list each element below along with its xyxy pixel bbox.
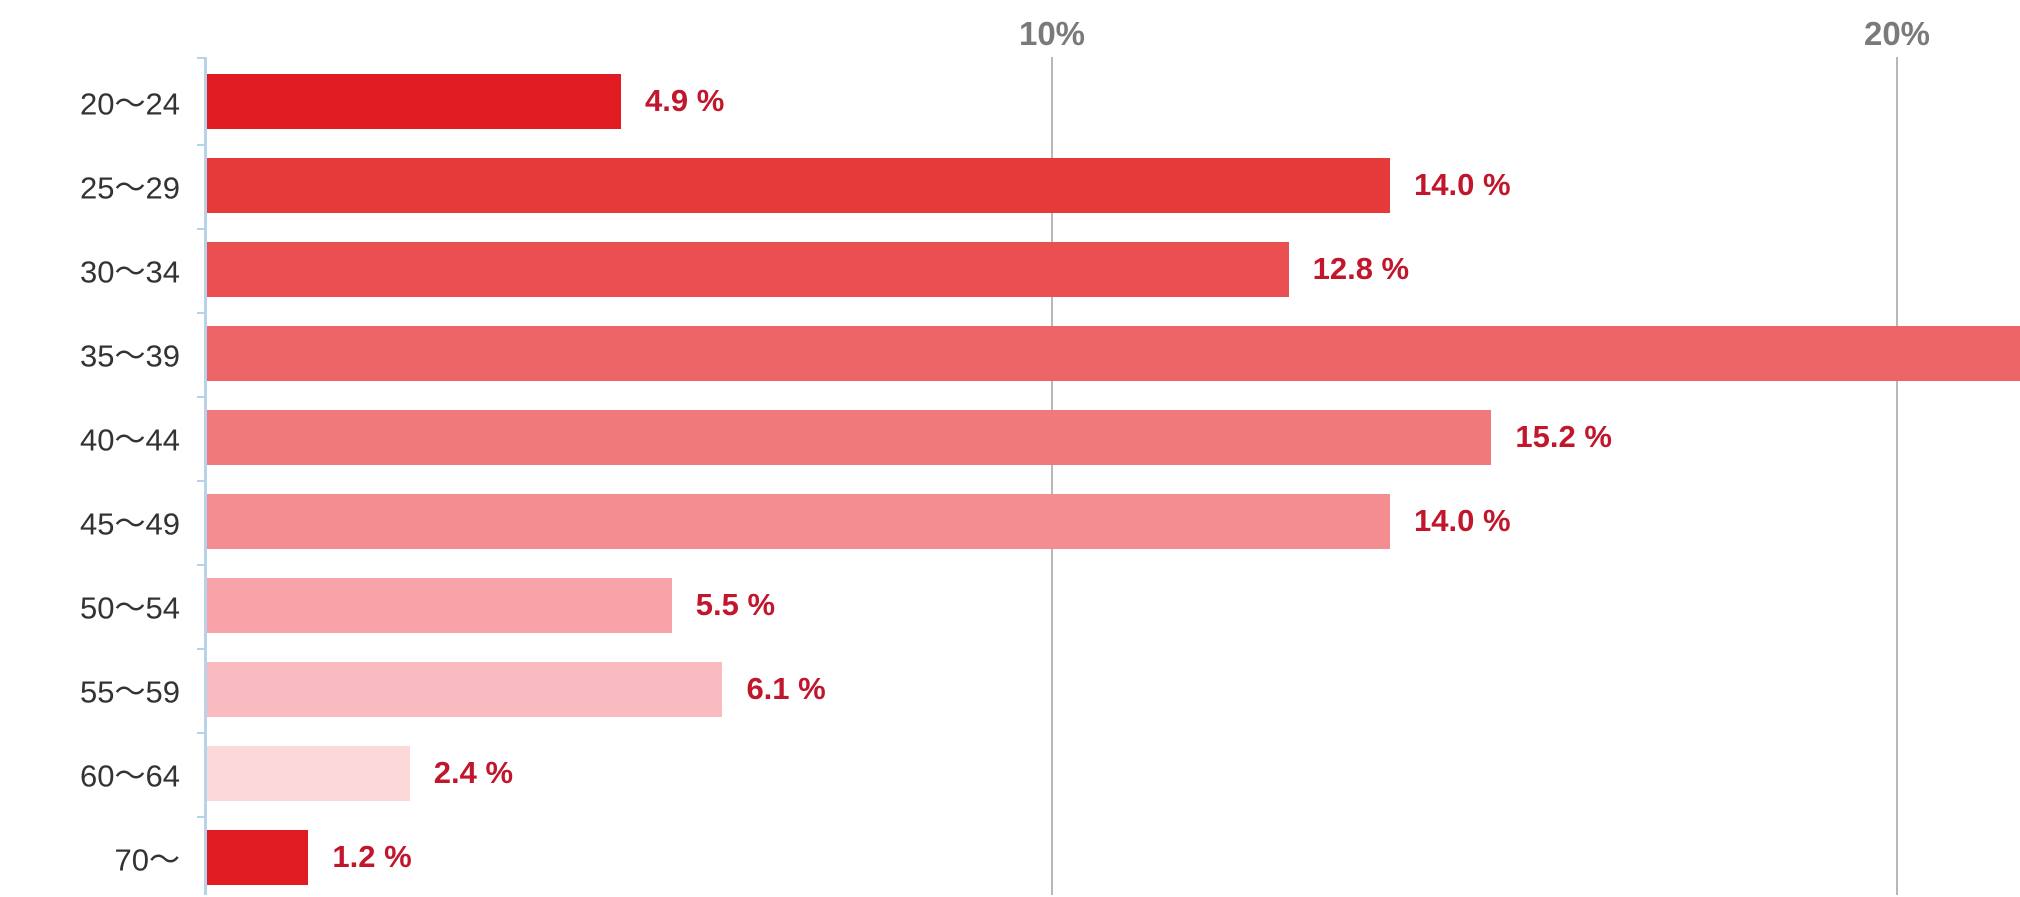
category-label: 30～34	[80, 247, 180, 292]
value-label: 4.9 %	[645, 83, 724, 119]
axis-tick	[197, 564, 207, 566]
value-label: 6.1 %	[746, 671, 825, 707]
bar	[207, 662, 722, 717]
value-label: 5.5 %	[696, 587, 775, 623]
x-axis-label: 10%	[1019, 15, 1085, 53]
category-label: 60～64	[80, 751, 180, 796]
axis-tick	[197, 57, 207, 59]
category-label: 35～39	[80, 331, 180, 376]
axis-tick	[197, 228, 207, 230]
axis-tick	[197, 144, 207, 146]
bar	[207, 410, 1491, 465]
value-label: 12.8 %	[1313, 251, 1410, 287]
category-label: 55～59	[80, 667, 180, 712]
category-label: 25～29	[80, 163, 180, 208]
value-label: 14.0 %	[1414, 167, 1511, 203]
bar	[207, 158, 1390, 213]
age-distribution-bar-chart: 10% 20% 20～24 4.9 % 25～29 14.0 % 30～34 12.8 % 35…	[0, 0, 2020, 897]
value-label: 14.0 %	[1414, 503, 1511, 539]
x-axis-label: 20%	[1864, 15, 1930, 53]
category-label: 70～	[115, 835, 180, 880]
axis-tick	[197, 648, 207, 650]
axis-tick	[197, 396, 207, 398]
category-label: 40～44	[80, 415, 180, 460]
category-label: 50～54	[80, 583, 180, 628]
value-label: 15.2 %	[1515, 419, 1612, 455]
category-label: 45～49	[80, 499, 180, 544]
axis-tick	[197, 312, 207, 314]
axis-tick	[197, 732, 207, 734]
value-label: 1.2 %	[332, 839, 411, 875]
axis-tick	[197, 480, 207, 482]
category-label: 20～24	[80, 79, 180, 124]
value-label: 2.4 %	[434, 755, 513, 791]
bar	[207, 830, 308, 885]
bar	[207, 494, 1390, 549]
bar	[207, 326, 2020, 381]
axis-tick	[197, 816, 207, 818]
bar	[207, 578, 672, 633]
bar	[207, 242, 1289, 297]
bar	[207, 74, 621, 129]
gridline	[1896, 57, 1898, 895]
bar	[207, 746, 410, 801]
